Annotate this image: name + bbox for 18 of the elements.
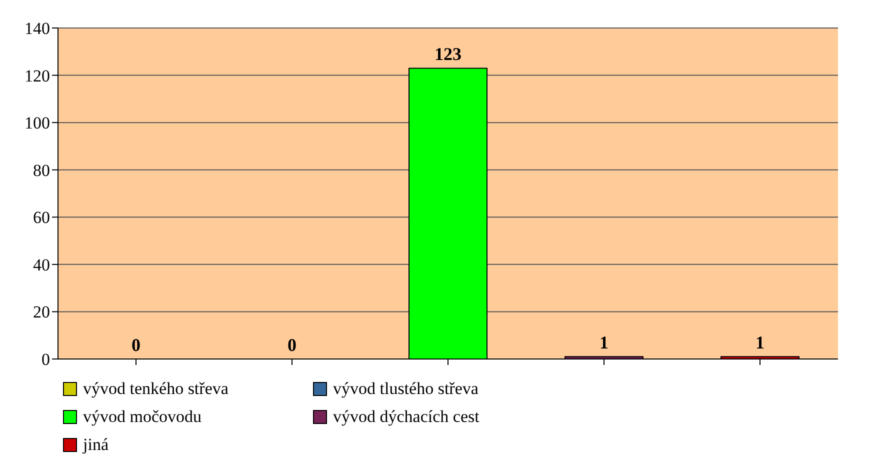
legend-label: vývod tlustého střeva	[332, 379, 480, 399]
legend-label: vývod močovodu	[82, 407, 203, 427]
data-label: 0	[132, 335, 140, 355]
y-tick-label: 60	[33, 208, 50, 228]
y-tick-label: 0	[42, 350, 50, 370]
y-tick-label: 100	[24, 114, 50, 133]
y-tick-label: 120	[24, 66, 50, 86]
y-tick-label: 140	[24, 19, 50, 38]
y-tick-label: 20	[33, 302, 50, 322]
data-label: 1	[600, 332, 608, 353]
y-tick-label: 40	[33, 255, 50, 274]
data-label: 1	[756, 332, 764, 353]
data-label: 0	[288, 335, 296, 355]
y-tick-label: 80	[33, 160, 50, 180]
legend-label: vývod dýchacích cest	[332, 407, 480, 427]
legend-label: vývod tenkého střeva	[82, 379, 230, 399]
legend-label: jiná	[82, 435, 110, 455]
data-label: 123	[434, 44, 462, 64]
